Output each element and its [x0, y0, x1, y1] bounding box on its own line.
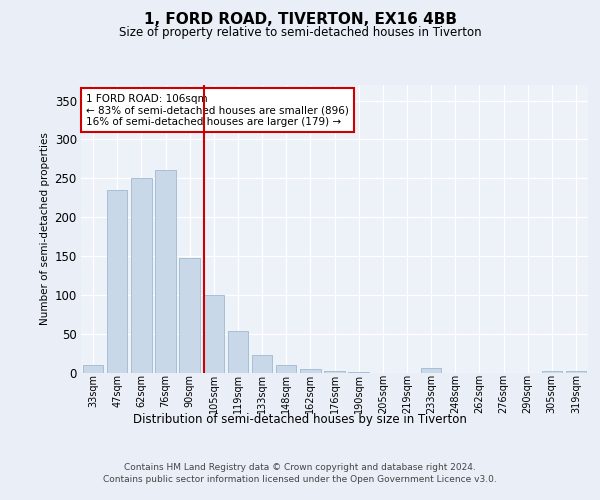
Text: Distribution of semi-detached houses by size in Tiverton: Distribution of semi-detached houses by …: [133, 412, 467, 426]
Text: Contains public sector information licensed under the Open Government Licence v3: Contains public sector information licen…: [103, 475, 497, 484]
Bar: [203, 295, 224, 372]
Bar: [227, 332, 248, 372]
Bar: [155, 170, 176, 372]
Y-axis label: Number of semi-detached properties: Number of semi-detached properties: [40, 132, 50, 325]
Text: 1 FORD ROAD: 106sqm
← 83% of semi-detached houses are smaller (896)
16% of semi-: 1 FORD ROAD: 106sqm ← 83% of semi-detach…: [86, 94, 349, 127]
Bar: [542, 371, 562, 372]
Bar: [252, 354, 272, 372]
Bar: [83, 364, 103, 372]
Bar: [107, 190, 127, 372]
Text: Size of property relative to semi-detached houses in Tiverton: Size of property relative to semi-detach…: [119, 26, 481, 39]
Bar: [276, 364, 296, 372]
Bar: [179, 258, 200, 372]
Bar: [566, 371, 586, 372]
Text: Contains HM Land Registry data © Crown copyright and database right 2024.: Contains HM Land Registry data © Crown c…: [124, 462, 476, 471]
Bar: [131, 178, 152, 372]
Bar: [421, 368, 442, 372]
Bar: [300, 368, 320, 372]
Text: 1, FORD ROAD, TIVERTON, EX16 4BB: 1, FORD ROAD, TIVERTON, EX16 4BB: [143, 12, 457, 28]
Bar: [324, 371, 345, 372]
